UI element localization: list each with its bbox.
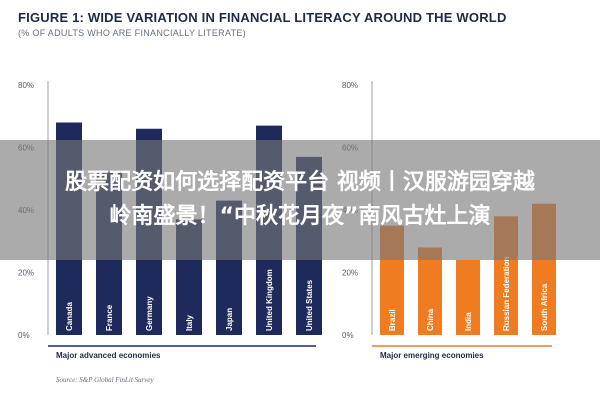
y-tick-label: 0% bbox=[18, 331, 30, 340]
figure-title: FIGURE 1: WIDE VARIATION IN FINANCIAL LI… bbox=[18, 10, 507, 25]
group-label: Major advanced economies bbox=[56, 351, 161, 360]
headline-line-2[interactable]: 岭南盛景！“中秋花月夜”南风古灶上演 bbox=[109, 204, 491, 229]
figure-subtitle: (% OF ADULTS WHO ARE FINANCIALLY LITERAT… bbox=[18, 28, 246, 38]
bar-category-label: South Africa bbox=[540, 283, 549, 331]
bar-category-label: Italy bbox=[185, 314, 194, 331]
bar-category-label: India bbox=[464, 312, 473, 331]
y-tick-label: 80% bbox=[342, 81, 358, 90]
bar-category-label: Canada bbox=[65, 302, 74, 331]
bar bbox=[456, 260, 480, 335]
bar bbox=[418, 247, 442, 335]
bar-category-label: Brazil bbox=[388, 309, 397, 331]
bar-category-label: Japan bbox=[225, 308, 234, 331]
y-tick-label: 0% bbox=[342, 331, 354, 340]
bar-category-label: China bbox=[426, 308, 435, 331]
headline-overlay-banner[interactable]: 股票配资如何选择配资平台 视频丨汉服游园穿越 岭南盛景！“中秋花月夜”南风古灶上… bbox=[0, 140, 600, 260]
bar-category-label: United States bbox=[305, 279, 314, 331]
bar-category-label: France bbox=[105, 304, 114, 331]
group-label: Major emerging economies bbox=[380, 351, 484, 360]
bar-category-label: United Kingdom bbox=[265, 269, 274, 331]
headline-line-1[interactable]: 股票配资如何选择配资平台 视频丨汉服游园穿越 bbox=[65, 170, 535, 195]
y-tick-label: 20% bbox=[342, 269, 358, 278]
y-tick-label: 20% bbox=[18, 269, 34, 278]
bar-category-label: Germany bbox=[145, 296, 154, 331]
figure-source: Source: S&P Global FinLit Survey bbox=[56, 376, 154, 384]
bar-category-label: Russian Federation bbox=[502, 257, 511, 331]
y-tick-label: 80% bbox=[18, 81, 34, 90]
